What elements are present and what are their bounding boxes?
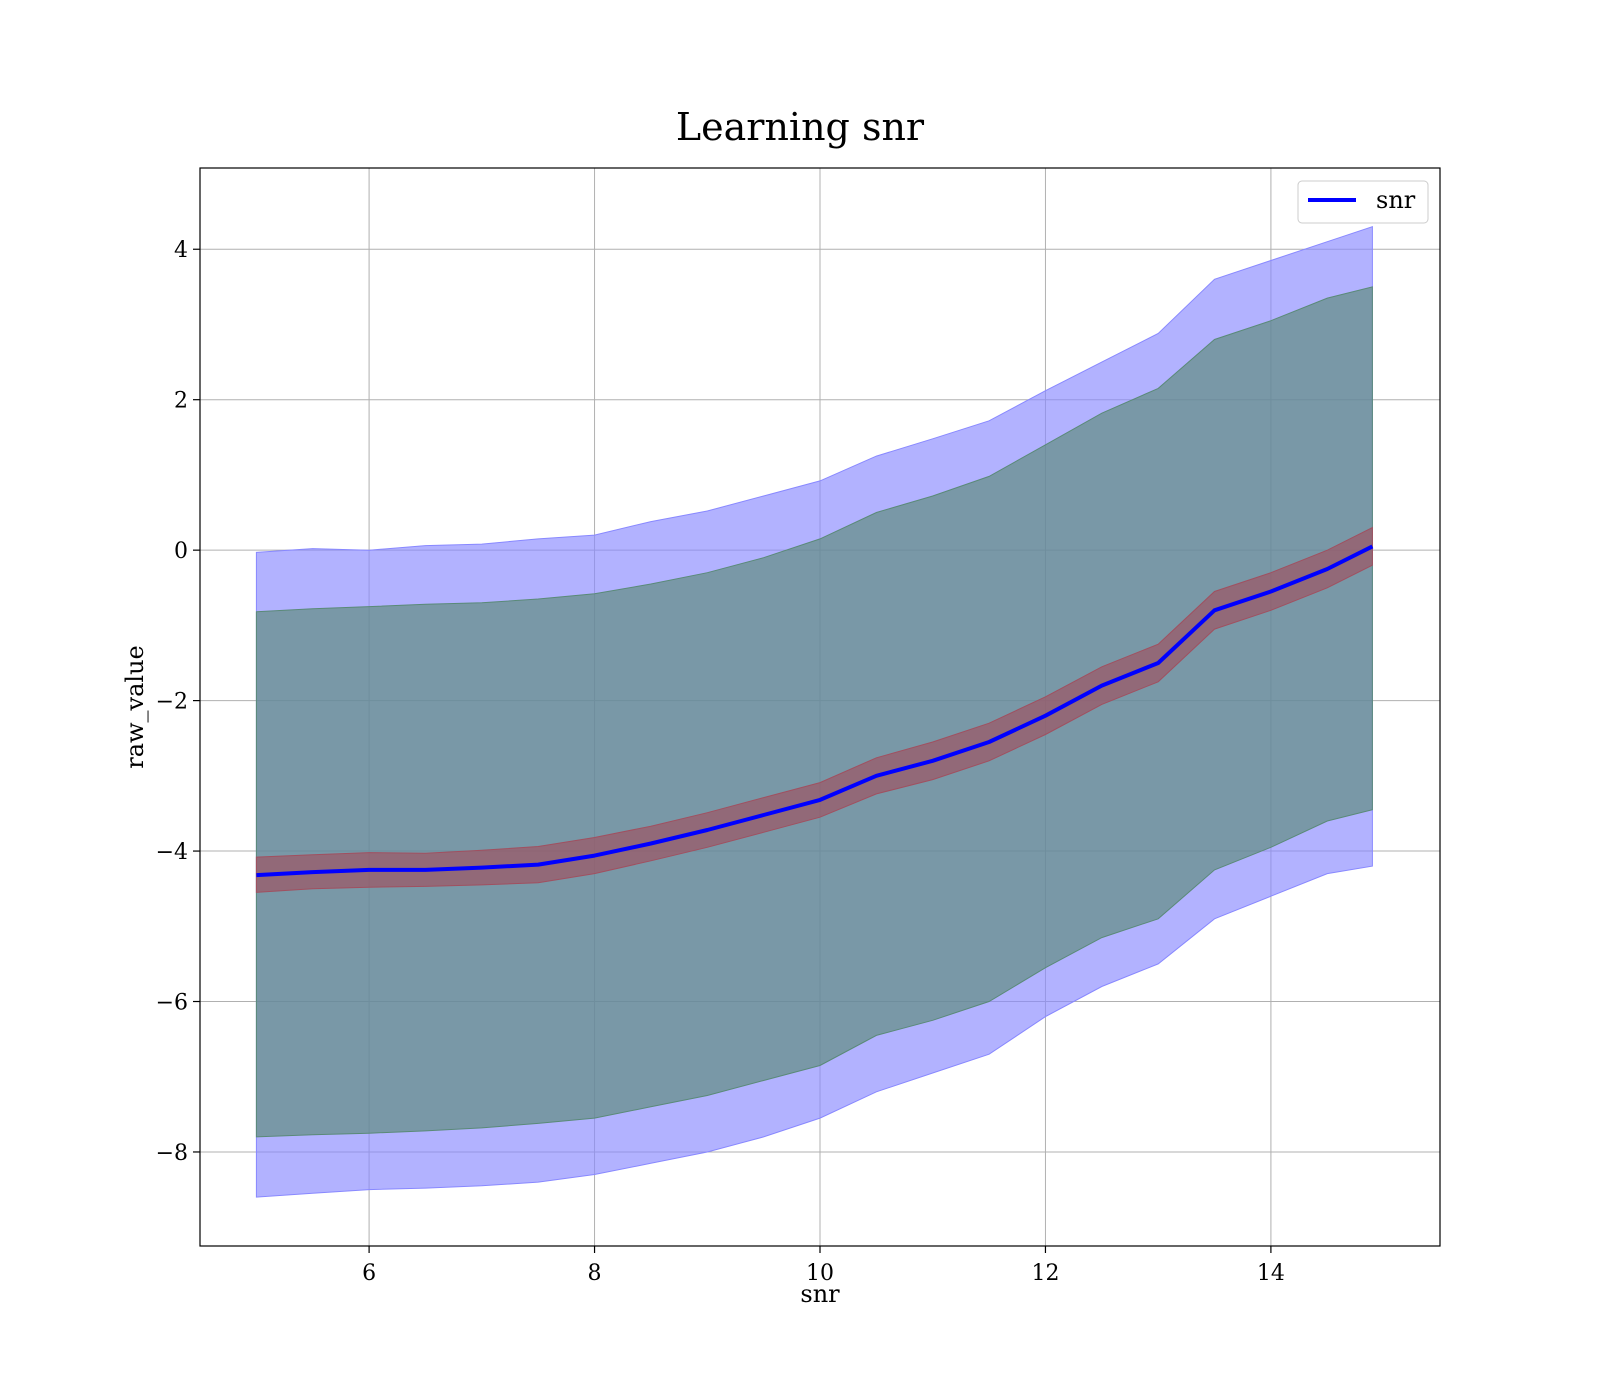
- y-axis-label: raw_value: [121, 645, 149, 769]
- y-tick-label-4: −4: [156, 840, 188, 865]
- y-tick-label-5: −6: [156, 991, 188, 1016]
- band-2: [255, 526, 1373, 893]
- x-axis-ticks: 6 8 10 12 14: [362, 1246, 1285, 1286]
- legend: snr: [1297, 180, 1429, 224]
- series-lines: [256, 544, 1374, 878]
- y-axis-ticks: 4 2 0 −2 −4 −6 −8: [156, 238, 200, 1166]
- x-tick-label-2: 10: [806, 1261, 834, 1286]
- confidence-bands: [255, 226, 1373, 1198]
- y-tick-label-3: −2: [156, 690, 188, 715]
- y-tick-label-2: 0: [174, 539, 188, 564]
- legend-box: [1297, 180, 1429, 224]
- series-line-snr: [256, 544, 1374, 878]
- x-tick-label-4: 14: [1257, 1261, 1285, 1286]
- y-tick-label-0: 4: [174, 238, 188, 263]
- x-tick-label-1: 8: [588, 1261, 602, 1286]
- chart-title: Learning snr: [676, 105, 925, 149]
- x-tick-label-0: 6: [362, 1261, 376, 1286]
- x-axis-label: snr: [800, 1280, 840, 1308]
- y-tick-label-1: 2: [174, 389, 188, 414]
- x-tick-label-3: 12: [1031, 1261, 1059, 1286]
- legend-label: snr: [1376, 186, 1416, 214]
- band-1: [255, 286, 1373, 1138]
- y-tick-label-6: −8: [156, 1141, 188, 1166]
